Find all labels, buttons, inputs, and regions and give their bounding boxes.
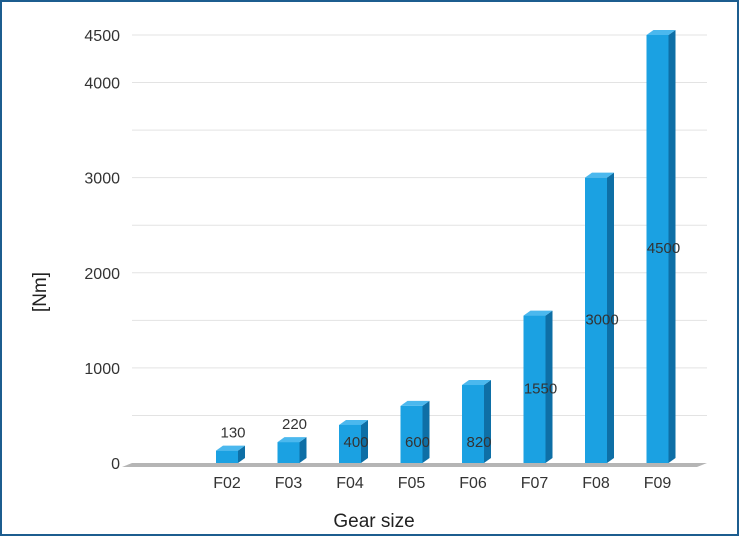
bar-front xyxy=(277,442,300,463)
bar-top xyxy=(339,419,368,425)
x-axis-title: Gear size xyxy=(333,511,414,532)
bar-top xyxy=(216,445,245,451)
bar-top xyxy=(585,172,614,178)
y-tick-label: 3000 xyxy=(84,171,120,188)
bar-side xyxy=(238,445,245,463)
x-tick-label: F03 xyxy=(275,475,303,492)
bar-F07 xyxy=(523,310,553,463)
bar-front xyxy=(339,424,361,463)
bar-side xyxy=(545,310,553,463)
bar-F05 xyxy=(400,400,430,463)
data-labels: 130 220 400 600 820 1550 3000 4500 xyxy=(220,240,680,451)
bar-front xyxy=(400,405,423,463)
bar-F04 xyxy=(339,419,368,463)
bar-top xyxy=(277,437,307,443)
bar-F02 xyxy=(216,445,245,463)
data-label: 3000 xyxy=(585,311,618,328)
x-axis-ticks: F02 F03 F04 F05 F06 F07 F08 F09 xyxy=(213,475,671,492)
bars xyxy=(216,30,676,463)
data-label: 130 xyxy=(220,425,245,442)
bar-front xyxy=(462,385,484,463)
chart-floor xyxy=(122,463,707,467)
data-label: 220 xyxy=(282,416,307,433)
bar-front xyxy=(216,450,238,463)
data-label: 600 xyxy=(405,434,430,451)
bar-F08 xyxy=(585,172,614,463)
bar-side xyxy=(299,437,307,463)
bar-top xyxy=(400,400,430,406)
bar-top xyxy=(523,310,553,316)
x-tick-label: F05 xyxy=(398,475,426,492)
y-tick-label: 2000 xyxy=(84,266,120,283)
x-tick-label: F07 xyxy=(521,475,549,492)
gridlines xyxy=(132,34,707,416)
y-tick-label: 0 xyxy=(111,456,120,473)
bar-front xyxy=(646,35,669,463)
x-tick-label: F06 xyxy=(459,475,487,492)
y-tick-label: 1000 xyxy=(84,361,120,378)
bar-top xyxy=(646,30,676,35)
bar-side xyxy=(484,380,491,463)
x-tick-label: F08 xyxy=(582,475,610,492)
data-label: 4500 xyxy=(647,240,680,257)
y-axis-title: [Nm] xyxy=(30,272,51,312)
bar-side xyxy=(668,30,676,463)
data-label: 400 xyxy=(343,434,368,451)
y-tick-label: 4000 xyxy=(84,76,120,93)
bar-F09 xyxy=(646,30,676,463)
x-tick-label: F09 xyxy=(644,475,672,492)
x-tick-label: F04 xyxy=(336,475,364,492)
data-label: 820 xyxy=(466,434,491,451)
bar-front xyxy=(523,315,546,463)
y-tick-label: 4500 xyxy=(84,28,120,45)
y-axis-ticks: 0 1000 2000 3000 4000 4500 xyxy=(84,28,120,473)
bar-top xyxy=(462,380,491,386)
bar-side xyxy=(361,419,368,463)
bar-front xyxy=(585,177,607,463)
bar-F06 xyxy=(462,380,491,463)
bar-side xyxy=(422,400,430,463)
floor-plane xyxy=(122,463,707,467)
bar-F03 xyxy=(277,437,307,463)
bar-side xyxy=(607,172,614,463)
data-label: 1550 xyxy=(524,380,557,397)
x-tick-label: F02 xyxy=(213,475,241,492)
